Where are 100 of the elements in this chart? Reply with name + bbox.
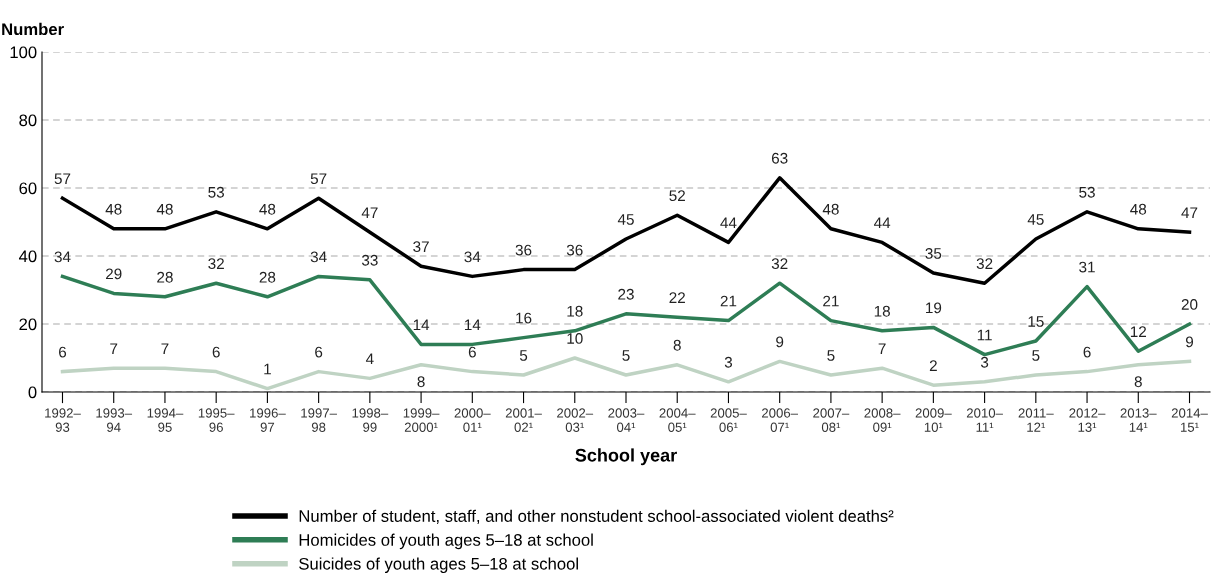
data-label: 52 <box>669 190 685 202</box>
data-label: 57 <box>310 173 327 185</box>
data-label: 7 <box>878 343 886 354</box>
data-label: 48 <box>1130 203 1147 215</box>
y-tick-label: 20 <box>19 318 37 331</box>
y-axis-title: Number <box>2 22 64 36</box>
data-label: 34 <box>54 251 71 263</box>
x-tick-label: 2001– 02¹ <box>505 408 542 432</box>
y-tick-label: 40 <box>18 250 37 263</box>
data-label: 11 <box>977 329 992 341</box>
data-label: 32 <box>771 258 788 270</box>
x-tick-label: 1992– 93 <box>45 408 81 432</box>
y-tick-label: 100 <box>10 46 37 59</box>
x-tick-label: 1999– 2000¹ <box>403 408 440 432</box>
data-label: 45 <box>617 214 634 225</box>
data-label: 57 <box>54 173 71 185</box>
x-tick-label: 1998– 99 <box>352 408 389 432</box>
data-label: 18 <box>567 305 583 317</box>
data-label: 1 <box>264 363 271 375</box>
y-tick-label: 80 <box>19 114 37 127</box>
data-label: 18 <box>874 305 890 317</box>
data-label: 48 <box>822 203 839 215</box>
data-label: 6 <box>1083 346 1091 358</box>
data-label: 23 <box>618 288 634 300</box>
data-label: 28 <box>157 271 173 283</box>
x-axis-title: School year <box>575 448 677 466</box>
data-label: 14 <box>464 319 481 331</box>
data-label: 36 <box>566 244 583 256</box>
data-label: 7 <box>110 343 118 354</box>
x-tick-label: 2014– 15¹ <box>1171 408 1208 432</box>
data-label: 8 <box>417 376 425 388</box>
data-label: 47 <box>361 207 378 218</box>
x-tick-label: 2013– 14¹ <box>1120 408 1157 432</box>
data-label: 22 <box>669 292 685 303</box>
data-label: 33 <box>361 254 378 266</box>
data-label: 5 <box>519 350 528 361</box>
y-tick-label: 0 <box>28 386 37 399</box>
x-tick-label: 2003– 04¹ <box>608 408 645 432</box>
y-tick-label: 60 <box>19 182 37 195</box>
data-label: 8 <box>673 339 681 351</box>
data-label: 36 <box>515 244 532 256</box>
data-label: 8 <box>1134 376 1142 388</box>
x-tick-label: 2006– 07¹ <box>762 408 799 432</box>
x-tick-label: 2012– 13¹ <box>1069 408 1106 432</box>
data-label: 53 <box>1079 186 1095 198</box>
x-tick-label: 1996– 97 <box>250 408 286 432</box>
data-label: 2 <box>929 360 937 371</box>
data-label: 7 <box>161 343 169 354</box>
x-tick-label: 2010– 11¹ <box>966 408 1003 432</box>
x-tick-label: 2000– 01¹ <box>454 408 491 432</box>
data-label: 63 <box>771 152 788 164</box>
data-label: 3 <box>724 356 733 368</box>
x-tick-label: 1995– 96 <box>198 408 235 432</box>
data-label: 32 <box>976 258 993 270</box>
data-label: 20 <box>1181 299 1198 310</box>
data-label: 32 <box>208 258 224 270</box>
data-label: 9 <box>1185 336 1194 348</box>
x-tick-label: 1993– 94 <box>96 408 133 432</box>
data-label: 45 <box>1027 214 1044 225</box>
data-label: 29 <box>105 268 122 280</box>
data-label: 3 <box>980 356 989 368</box>
data-label: 5 <box>827 350 835 361</box>
data-label: 48 <box>156 203 173 215</box>
x-tick-label: 2011– 12¹ <box>1018 408 1054 432</box>
data-label: 34 <box>310 251 327 263</box>
data-label: 14 <box>413 319 430 331</box>
data-label: 16 <box>516 312 532 324</box>
data-label: 35 <box>925 248 942 259</box>
x-tick-label: 1997– 98 <box>301 408 337 432</box>
x-tick-label: 2005– 06¹ <box>710 408 747 432</box>
data-label: 6 <box>59 346 67 358</box>
data-label: 5 <box>622 350 630 361</box>
data-label: 37 <box>413 241 429 253</box>
x-tick-label: 2008– 09¹ <box>864 408 901 432</box>
data-label: 31 <box>1079 261 1095 273</box>
data-label: 6 <box>315 346 323 358</box>
data-label: 4 <box>365 353 374 365</box>
x-tick-label: 2007– 08¹ <box>813 408 850 432</box>
data-label: 15 <box>1028 316 1044 327</box>
legend-label: Number of student, staff, and other nonstudent school-associated violent deaths² <box>299 509 894 524</box>
x-tick-label: 2004– 05¹ <box>659 408 696 432</box>
data-label: 6 <box>212 346 220 358</box>
x-tick-label: 2002– 03¹ <box>557 408 594 432</box>
data-label: 10 <box>567 333 583 344</box>
data-label: 19 <box>926 302 942 314</box>
data-label: 21 <box>720 295 737 307</box>
data-label: 48 <box>105 203 122 215</box>
data-label: 44 <box>874 217 891 229</box>
legend-label: Homicides of youth ages 5–18 at school <box>299 533 593 550</box>
data-label: 47 <box>1181 207 1198 218</box>
data-label: 21 <box>823 295 839 307</box>
data-label: 44 <box>720 217 737 229</box>
data-label: 53 <box>208 186 224 198</box>
data-label: 9 <box>776 336 784 348</box>
legend-label: Suicides of youth ages 5–18 at school <box>299 557 578 573</box>
data-label: 5 <box>1032 350 1040 361</box>
x-tick-label: 1994– 95 <box>147 408 184 432</box>
data-label: 34 <box>464 251 481 263</box>
x-tick-label: 2009– 10¹ <box>915 408 952 432</box>
data-label: 12 <box>1130 326 1147 337</box>
